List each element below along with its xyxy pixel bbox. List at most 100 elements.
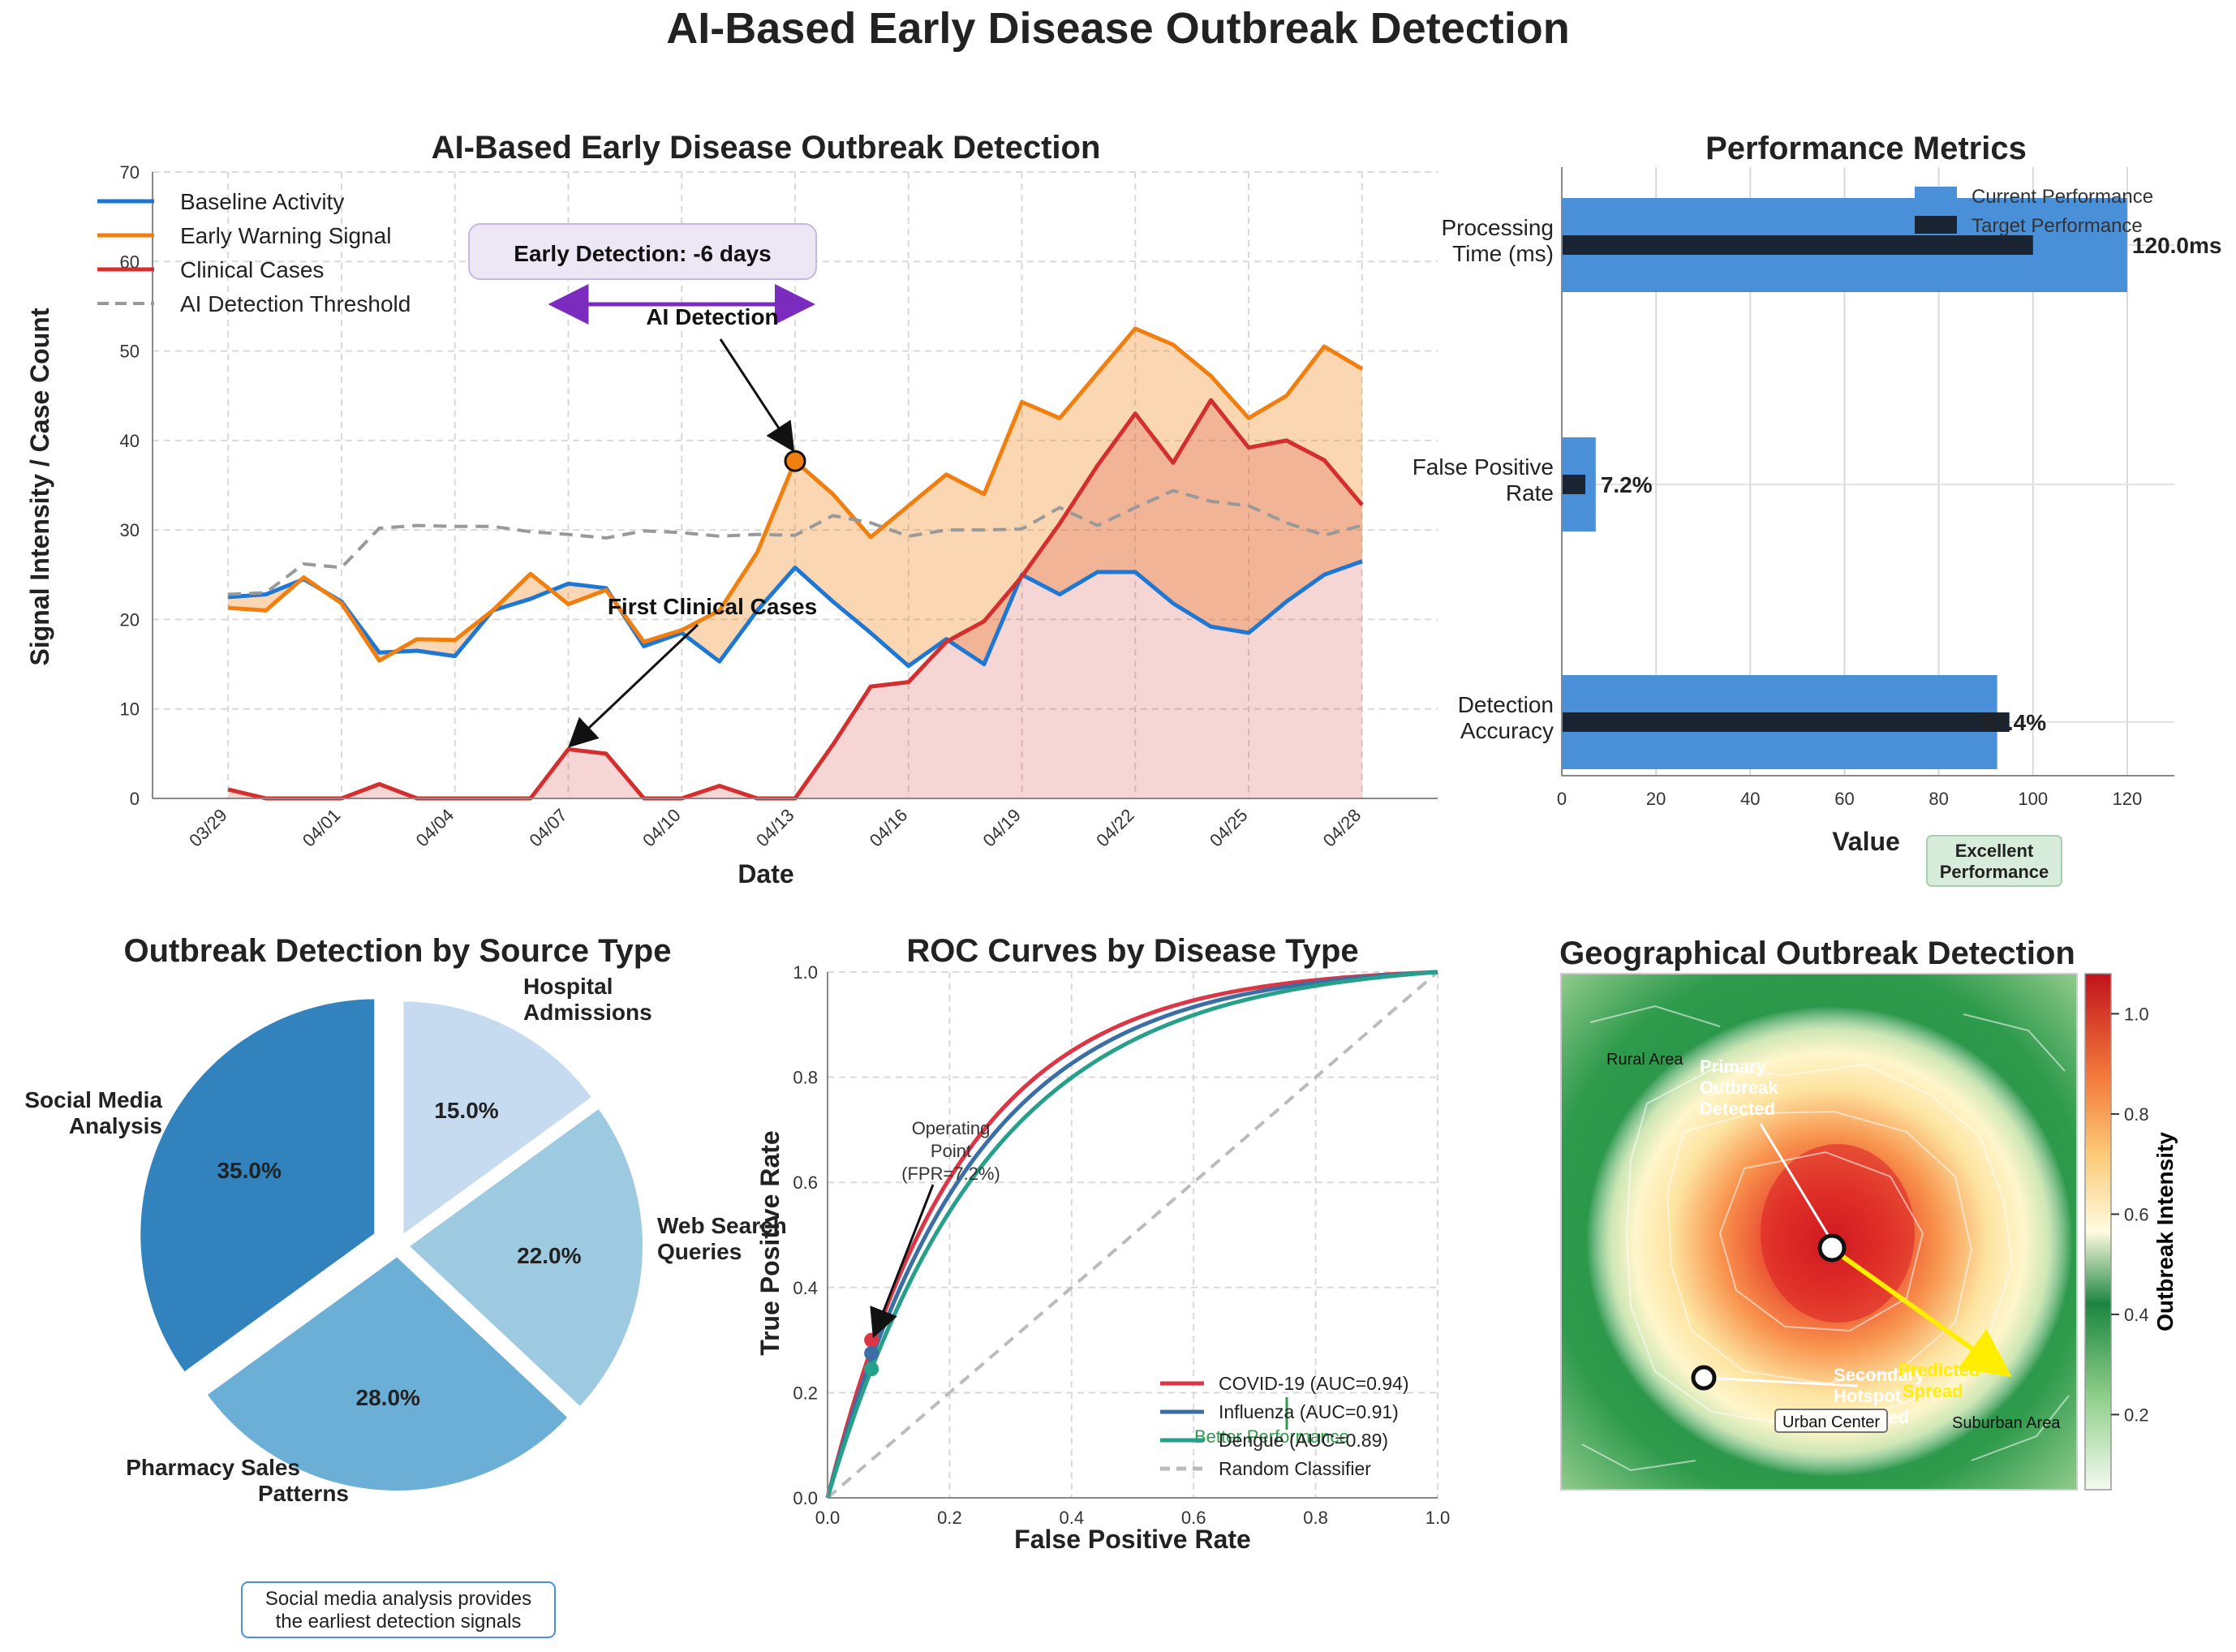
category-label: Rate	[1506, 480, 1554, 505]
y-tick-label: 0	[130, 789, 140, 809]
pie-slice	[400, 998, 596, 1241]
operating-point-arrow	[870, 1184, 935, 1339]
x-tick-label: 40	[1740, 789, 1760, 809]
category-label: False Positive	[1413, 454, 1554, 480]
baseline-line	[227, 559, 1363, 669]
x-tick-label: 0.2	[937, 1508, 962, 1528]
operating-point-marker	[864, 1345, 879, 1361]
legend-label: Dengue (AUC=0.89)	[1219, 1430, 1388, 1451]
threshold-line	[228, 488, 1363, 596]
pie-pct-label: 22.0%	[517, 1243, 581, 1268]
pie-category-label: Patterns	[258, 1481, 349, 1506]
pie-pct-label: 15.0%	[434, 1098, 498, 1123]
target-performance-bar	[1562, 712, 2010, 732]
y-tick-label: 1.0	[793, 962, 818, 983]
operating-point-label: Point	[931, 1141, 971, 1161]
y-tick-label: 0.8	[793, 1068, 818, 1088]
pie-category-label: Pharmacy Sales	[126, 1455, 300, 1480]
y-tick-label: 20	[120, 609, 140, 630]
colorbar-tick-label: 0.8	[2124, 1104, 2149, 1125]
influenza-roc-curve	[825, 970, 1438, 1499]
operating-point-label: (FPR=7.2%)	[901, 1164, 1000, 1184]
y-tick-label: 50	[120, 342, 140, 362]
pie-category-label: Social Media	[24, 1087, 162, 1112]
legend-label: Baseline Activity	[180, 189, 344, 214]
legend-label: Random Classifier	[1219, 1458, 1371, 1479]
y-tick-label: 70	[120, 162, 140, 183]
excellent-badge-line2: Performance	[1940, 862, 2049, 882]
main-title: AI-Based Early Disease Outbreak Detectio…	[666, 4, 1570, 53]
x-tick-label: 60	[1834, 789, 1854, 809]
primary-label-3: Detected	[1700, 1099, 1775, 1119]
x-tick-label: 0	[1557, 789, 1567, 809]
performance-title: Performance Metrics	[1705, 131, 2027, 166]
pie-category-label: Web Search	[657, 1213, 787, 1238]
legend-label: Clinical Cases	[180, 257, 324, 282]
legend-swatch	[1915, 187, 1957, 204]
pie-note-line2: the earliest detection signals	[276, 1611, 522, 1633]
secondary-label-1: Secondary	[1834, 1365, 1925, 1385]
secondary-hotspot-marker	[1691, 1365, 1717, 1391]
legend-label: Target Performance	[1972, 215, 2143, 237]
y-tick-label: 0.2	[793, 1383, 818, 1403]
colorbar-tick-label: 0.2	[2124, 1405, 2149, 1425]
x-tick-label: 120	[2113, 789, 2143, 809]
colorbar-label: Outbreak Intensity	[2152, 1132, 2178, 1331]
legend-label: Early Warning Signal	[180, 223, 391, 248]
category-label: Time (ms)	[1452, 241, 1554, 266]
colorbar	[2084, 973, 2112, 1491]
roc-title: ROC Curves by Disease Type	[906, 933, 1358, 969]
pie-pct-label: 35.0%	[217, 1158, 281, 1183]
excellent-badge	[1926, 835, 2062, 887]
timeseries-ylabel: Signal Intensity / Case Count	[25, 308, 54, 665]
category-label: Detection	[1458, 692, 1554, 717]
secondary-label-2: Hotspot	[1834, 1386, 1902, 1406]
operating-point-label: Operating	[912, 1118, 991, 1138]
spread-label-1: Predicted	[1898, 1360, 1980, 1380]
pie-title: Outbreak Detection by Source Type	[124, 933, 672, 969]
colorbar-tick-label: 0.6	[2124, 1204, 2149, 1224]
pie-category-label: Admissions	[523, 1000, 652, 1025]
suburban-label: Suburban Area	[1952, 1414, 2061, 1432]
ai-detection-marker	[784, 450, 806, 472]
y-tick-label: 40	[120, 431, 140, 451]
y-tick-label: 30	[120, 520, 140, 540]
secondary-pointer	[1703, 1376, 1859, 1387]
target-performance-bar	[1562, 475, 1586, 494]
category-label: Processing	[1441, 215, 1554, 240]
better-performance-label: Better Performance	[1194, 1426, 1349, 1447]
first-clinical-label: First Clinical Cases	[608, 594, 817, 619]
timeseries-title: AI-Based Early Disease Outbreak Detectio…	[432, 130, 1101, 166]
excellent-badge-line1: Excellent	[1955, 841, 2034, 861]
x-tick-label: 100	[2018, 789, 2048, 809]
target-performance-bar	[1562, 235, 2033, 255]
urban-label: Urban Center	[1782, 1413, 1880, 1431]
ai-detection-arrow	[719, 338, 795, 453]
bar-value-label: 120.0ms	[2132, 233, 2222, 258]
legend-swatch	[1915, 216, 1957, 234]
legend-label: Influenza (AUC=0.91)	[1219, 1401, 1399, 1422]
heat-core	[1761, 1144, 1915, 1323]
early-detection-box	[468, 223, 817, 280]
urban-label-box	[1774, 1409, 1888, 1433]
pie-slice	[137, 996, 378, 1376]
primary-outbreak-marker	[1817, 1233, 1847, 1263]
pie-category-label: Hospital	[523, 974, 613, 999]
ai-detection-label: AI Detection	[646, 304, 778, 329]
clinical-fill-area	[228, 400, 1362, 798]
roc-ylabel: True Positive Rate	[755, 1130, 785, 1355]
y-tick-label: 0.6	[793, 1172, 818, 1193]
primary-pointer	[1759, 1123, 1834, 1242]
pie-category-label: Analysis	[69, 1113, 162, 1138]
pie-pct-label: 28.0%	[356, 1385, 420, 1410]
contour-lines	[1581, 1005, 2070, 1472]
y-tick-label: 10	[120, 699, 140, 720]
geo-title: Geographical Outbreak Detection	[1559, 936, 2075, 971]
timeseries-xlabel: Date	[737, 859, 793, 888]
pie-category-label: Queries	[657, 1239, 742, 1264]
colorbar-tick-label: 0.4	[2124, 1305, 2149, 1325]
y-tick-label: 0.0	[793, 1488, 818, 1508]
